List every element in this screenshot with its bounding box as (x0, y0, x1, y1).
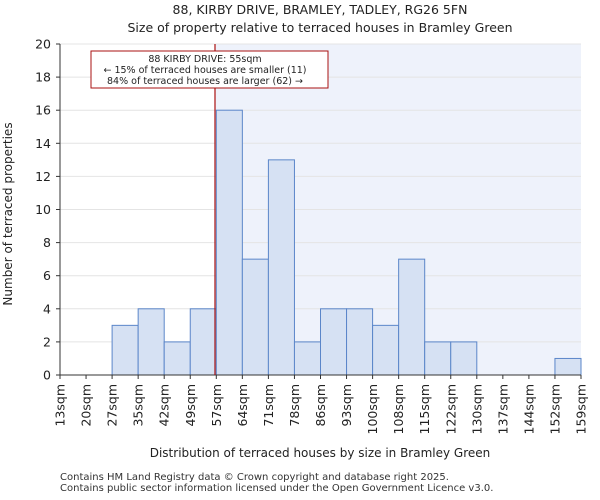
bar (163, 341, 191, 376)
bar (424, 341, 452, 376)
x-tick-label: 108sqm (391, 384, 406, 434)
bar (189, 308, 217, 376)
x-tick-label: 159sqm (574, 384, 589, 434)
x-tick-label: 71sqm (261, 384, 276, 427)
chart-subtitle: Size of property relative to terraced ho… (127, 20, 512, 35)
y-axis-label: Number of terraced properties (1, 122, 15, 305)
x-tick-label: 27sqm (105, 384, 120, 427)
x-tick-label: 152sqm (547, 384, 562, 434)
annotation-smaller: ← 15% of terraced houses are smaller (11… (103, 65, 306, 76)
annotation-box: 88 KIRBY DRIVE: 55sqm ← 15% of terraced … (90, 50, 329, 89)
bar (554, 357, 582, 376)
bar (372, 324, 400, 376)
bar (267, 159, 295, 376)
x-tick-label: 64sqm (235, 384, 250, 427)
y-tick-labels: 0 2 4 6 8 10 12 14 16 18 20 (35, 37, 60, 383)
x-tick-label: 35sqm (131, 384, 146, 427)
bar (215, 109, 243, 376)
y-tick-label: 8 (43, 235, 51, 250)
chart-title: 88, KIRBY DRIVE, BRAMLEY, TADLEY, RG26 5… (173, 2, 468, 17)
y-tick-label: 20 (35, 37, 51, 52)
x-tick-label: 20sqm (79, 384, 94, 427)
bar (241, 258, 269, 376)
x-tick-labels: 13sqm 20sqm 27sqm 35sqm 42sqm 49sqm 57sqm 64sqm… (53, 375, 589, 434)
x-tick-label: 93sqm (339, 384, 354, 427)
annotation-label: 88 KIRBY DRIVE: 55sqm (148, 54, 261, 65)
x-tick-label: 42sqm (157, 384, 172, 427)
y-tick-label: 14 (35, 136, 51, 151)
x-tick-label: 130sqm (469, 384, 484, 434)
bar (111, 324, 139, 376)
x-tick-label: 49sqm (183, 384, 198, 427)
x-tick-label: 100sqm (365, 384, 380, 434)
annotation-larger: 84% of terraced houses are larger (62) → (107, 76, 303, 87)
y-tick-label: 0 (43, 368, 51, 383)
x-tick-label: 144sqm (521, 384, 536, 434)
bar (137, 308, 165, 376)
x-axis-label: Distribution of terraced houses by size … (150, 446, 491, 460)
bar (346, 308, 374, 376)
bars-group (111, 109, 582, 376)
y-tick-label: 12 (35, 169, 51, 184)
x-tick-label: 115sqm (417, 384, 432, 434)
x-tick-label: 86sqm (313, 384, 328, 427)
x-tick-label: 78sqm (287, 384, 302, 427)
y-tick-label: 16 (35, 103, 51, 118)
x-tick-label: 57sqm (209, 384, 224, 427)
bar (398, 258, 426, 376)
y-tick-label: 2 (43, 334, 51, 349)
x-tick-label: 137sqm (495, 384, 510, 434)
histogram-chart: 88, KIRBY DRIVE, BRAMLEY, TADLEY, RG26 5… (1, 2, 589, 460)
bar (293, 341, 322, 376)
footer-line-1: Contains HM Land Registry data © Crown c… (60, 472, 449, 483)
y-tick-label: 18 (35, 70, 51, 85)
x-tick-label: 122sqm (443, 384, 458, 434)
y-tick-label: 10 (35, 202, 51, 217)
footer-line-2: Contains public sector information licen… (60, 483, 494, 494)
bar (320, 308, 348, 376)
x-tick-label: 13sqm (53, 384, 68, 427)
y-tick-label: 4 (43, 301, 51, 316)
bar (450, 341, 478, 376)
footer: Contains HM Land Registry data © Crown c… (60, 472, 493, 494)
y-tick-label: 6 (43, 268, 51, 283)
